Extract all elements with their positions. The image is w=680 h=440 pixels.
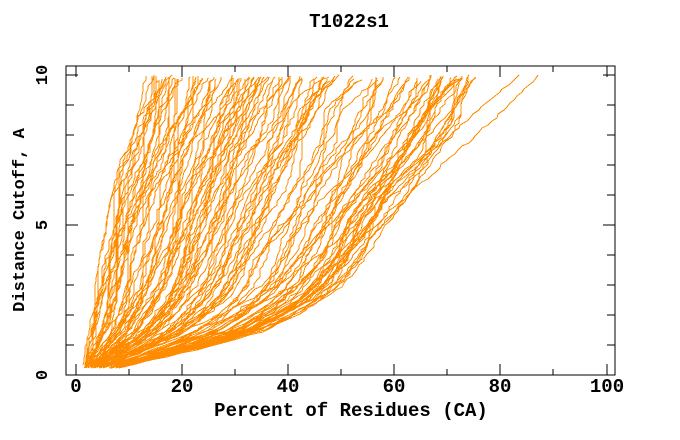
model-curve xyxy=(90,77,215,368)
model-curve xyxy=(89,79,213,368)
model-curve xyxy=(102,77,327,369)
model-curve xyxy=(113,75,354,365)
x-tick-label: 100 xyxy=(590,376,624,398)
model-curve xyxy=(99,75,292,366)
model-curve xyxy=(102,79,379,369)
model-curve xyxy=(112,80,407,368)
x-tick-label: 80 xyxy=(489,376,512,398)
model-curve xyxy=(84,77,175,369)
model-curve xyxy=(105,76,330,367)
y-axis-label: Distance Cutoff, A xyxy=(11,127,30,311)
y-tick-label: 10 xyxy=(34,65,53,85)
model-curve xyxy=(90,78,240,369)
model-curve xyxy=(90,79,178,366)
model-curve xyxy=(93,78,217,366)
model-curve xyxy=(119,79,431,366)
model-curve xyxy=(117,77,432,367)
x-tick-label: 20 xyxy=(171,376,194,398)
model-curve xyxy=(108,77,303,365)
model-curve xyxy=(87,77,209,366)
model-curve xyxy=(106,79,303,366)
model-curve xyxy=(99,76,325,369)
model-curve xyxy=(86,74,173,365)
x-tick-label: 0 xyxy=(70,376,81,398)
model-curve xyxy=(124,76,442,366)
model-curve xyxy=(85,76,153,368)
model-curve xyxy=(93,76,199,368)
model-curve xyxy=(104,78,282,366)
model-curve xyxy=(91,78,233,365)
model-curve xyxy=(115,76,442,369)
model-curve xyxy=(111,81,418,369)
model-curve xyxy=(131,80,470,366)
model-curve xyxy=(99,77,323,369)
model-curve xyxy=(123,78,457,368)
model-curve xyxy=(115,78,439,368)
model-curve xyxy=(87,80,197,366)
model-curve xyxy=(114,79,373,366)
model-curve xyxy=(93,78,204,366)
x-axis-label: Percent of Residues (CA) xyxy=(214,400,488,422)
model-curve xyxy=(98,76,276,368)
model-curve xyxy=(104,75,301,365)
model-curve xyxy=(114,76,409,368)
model-curve xyxy=(92,78,234,367)
model-curve xyxy=(99,75,336,368)
model-curve xyxy=(85,79,179,367)
y-tick-label: 5 xyxy=(34,220,53,230)
model-curve xyxy=(94,76,250,366)
outlier-curve xyxy=(99,74,539,367)
model-curve xyxy=(113,80,452,368)
model-curve xyxy=(92,76,269,369)
model-curve xyxy=(105,77,303,365)
model-curve xyxy=(99,77,261,367)
model-curve xyxy=(87,75,155,366)
model-curve xyxy=(93,78,239,368)
model-curve xyxy=(83,79,163,369)
x-tick-label: 60 xyxy=(383,376,406,398)
model-curve xyxy=(102,77,283,365)
model-curve xyxy=(87,79,170,369)
model-curve xyxy=(115,80,360,366)
model-curve xyxy=(108,79,363,369)
y-tick-label: 0 xyxy=(34,370,53,380)
model-curve xyxy=(89,80,216,368)
x-tick-label: 40 xyxy=(277,376,300,398)
model-curve xyxy=(98,76,270,369)
model-curves xyxy=(82,74,539,369)
axes xyxy=(65,65,616,376)
chart-title: T1022s1 xyxy=(309,11,389,33)
model-curve xyxy=(116,75,431,365)
model-curve xyxy=(95,80,257,366)
model-curve xyxy=(118,76,396,366)
model-curve xyxy=(92,76,197,366)
tick-labels: 0 20 40 60 80 100 0 5 10 xyxy=(34,65,624,398)
outlier-curve xyxy=(98,74,520,367)
model-curve xyxy=(93,75,233,365)
model-curve xyxy=(97,79,246,366)
